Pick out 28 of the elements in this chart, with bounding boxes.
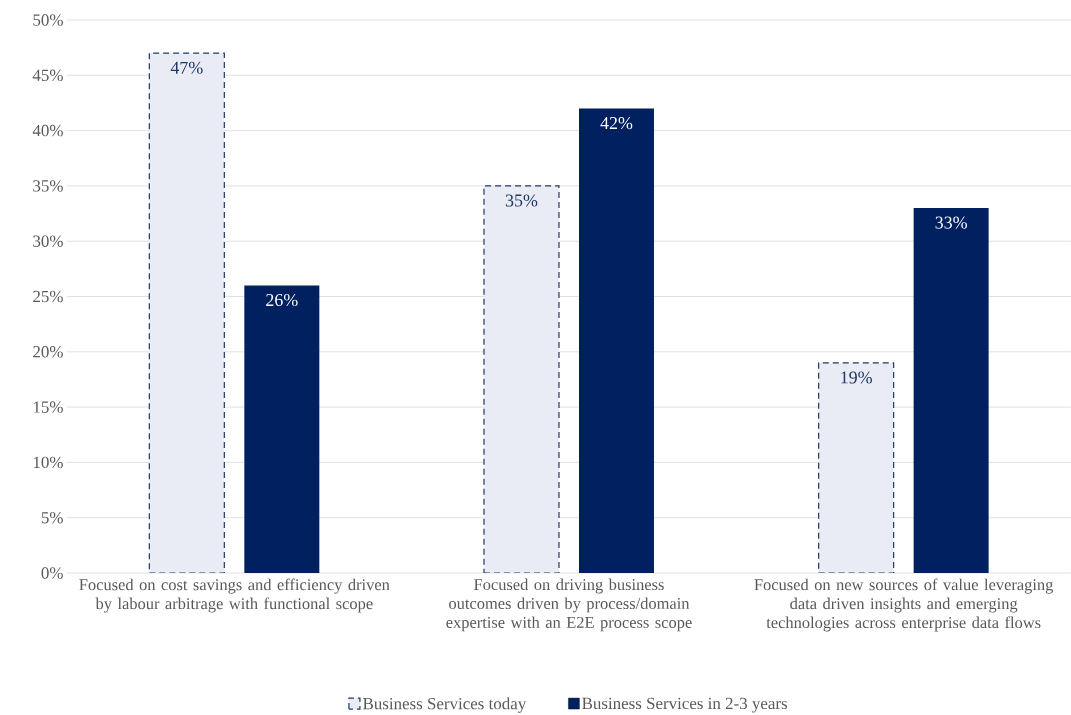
bar	[148, 52, 225, 573]
y-tick-label: 35%	[33, 180, 63, 192]
y-tick-label: 20%	[33, 346, 63, 358]
x-tick-label: Focused on new sources of value leveraging data driven insights and emerging technologies across enterprise data flows	[754, 578, 1054, 632]
y-tick-label: 0%	[41, 567, 63, 579]
legend-label: Business Services today	[363, 697, 527, 713]
legend-label: Business Services in 2-3 years	[582, 697, 788, 713]
data-label: 42%	[600, 117, 633, 130]
y-tick-label: 50%	[33, 14, 63, 26]
y-tick-label: 30%	[33, 235, 63, 247]
y-tick-label: 10%	[33, 456, 63, 469]
bar	[483, 185, 560, 573]
y-tick-label: 45%	[32, 69, 63, 82]
data-label: 26%	[266, 293, 298, 307]
bar	[818, 362, 895, 573]
y-tick-label: 40%	[32, 124, 63, 137]
data-label: 35%	[505, 194, 538, 207]
bar	[913, 208, 989, 573]
bar	[578, 108, 654, 573]
y-tick-label: 25%	[33, 290, 63, 303]
data-label: 47%	[170, 61, 203, 74]
data-label: 33%	[935, 216, 967, 229]
y-tick-label: 5%	[41, 511, 63, 524]
data-label: 19%	[841, 371, 872, 384]
bar	[244, 285, 320, 573]
x-tick-label: Focused on cost savings and efficiency driven by labour arbitrage with functional scope	[79, 578, 390, 613]
y-tick-label: 15%	[33, 401, 63, 413]
x-tick-label: Focused on driving business outcomes driven by process/domain expertise with an E2E process scope	[446, 578, 692, 632]
